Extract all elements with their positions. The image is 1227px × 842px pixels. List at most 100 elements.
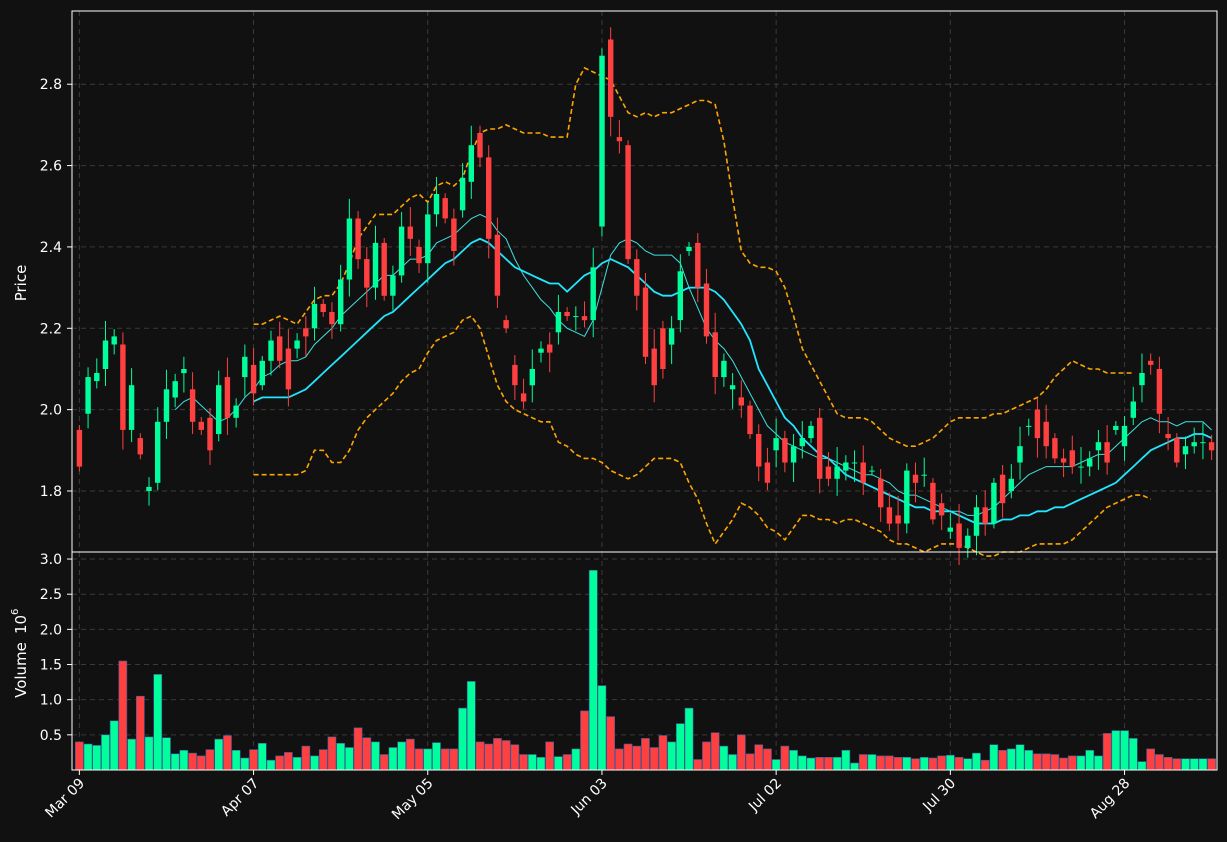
volume-bar-28 <box>318 749 328 771</box>
candle-body-23 <box>277 336 283 361</box>
price-ytick-label-1: 2.0 <box>40 403 62 419</box>
volume-ytick-label-4: 2.5 <box>40 587 62 603</box>
volume-bar-51 <box>519 754 528 771</box>
candle-body-54 <box>547 344 553 353</box>
volume-bar-21 <box>257 742 267 771</box>
candle-body-69 <box>677 271 683 321</box>
candle-body-58 <box>581 316 588 321</box>
candle-body-44 <box>459 177 466 211</box>
candle-body-60 <box>599 55 605 227</box>
volume-bar-47 <box>484 743 494 771</box>
volume-bar-5 <box>118 660 128 771</box>
candle-body-4 <box>111 336 117 345</box>
volume-bar-11 <box>170 753 180 771</box>
volume-bar-58 <box>580 710 589 771</box>
candle-body-91 <box>869 470 875 472</box>
candle-body-64 <box>634 259 640 296</box>
candle-body-25 <box>294 340 300 349</box>
candle-body-126 <box>1174 438 1180 463</box>
candle-body-66 <box>651 348 657 386</box>
candle-body-34 <box>372 242 379 288</box>
volume-bar-110 <box>1033 753 1042 771</box>
candle-body-59 <box>590 267 596 321</box>
candle-body-29 <box>329 312 335 325</box>
volume-bar-61 <box>606 716 615 771</box>
volume-bar-44 <box>458 707 467 771</box>
candle-body-72 <box>703 283 710 337</box>
volume-bar-20 <box>249 749 258 771</box>
candle-body-117 <box>1095 442 1102 451</box>
candle-body-93 <box>886 507 893 524</box>
volume-bar-6 <box>127 738 136 771</box>
volume-bar-8 <box>144 736 154 771</box>
candle-body-107 <box>1008 478 1014 491</box>
candle-body-87 <box>834 466 840 479</box>
volume-bar-84 <box>806 757 816 771</box>
candle-body-89 <box>851 462 858 464</box>
candle-body-52 <box>529 369 535 386</box>
volume-axis-exponent-base: 10 <box>12 615 30 634</box>
volume-bar-34 <box>371 741 380 771</box>
candle-body-26 <box>303 328 309 337</box>
price-ytick-label-2: 2.2 <box>40 321 62 337</box>
volume-bar-70 <box>684 707 694 771</box>
volume-bar-19 <box>240 757 250 771</box>
candle-body-103 <box>973 507 980 536</box>
candle-body-122 <box>1139 373 1145 386</box>
volume-bar-114 <box>1067 755 1077 771</box>
candle-body-101 <box>956 523 962 548</box>
candle-body-55 <box>555 312 562 333</box>
volume-axis-exponent: 6 <box>10 609 21 615</box>
candle-body-36 <box>390 275 396 296</box>
volume-bar-55 <box>553 756 563 771</box>
candle-body-1 <box>85 377 91 414</box>
candle-body-42 <box>442 198 448 219</box>
volume-bars <box>75 569 1216 771</box>
volume-bar-128 <box>1189 758 1199 771</box>
volume-bar-1 <box>83 743 93 771</box>
candle-body-28 <box>320 303 326 312</box>
volume-bar-12 <box>179 749 189 771</box>
volume-bar-59 <box>588 569 598 771</box>
candle-body-41 <box>433 194 440 215</box>
volume-bar-13 <box>188 752 197 771</box>
price-ytick-label-5: 2.8 <box>40 77 62 93</box>
volume-bar-108 <box>1015 744 1025 771</box>
volume-bar-87 <box>832 756 842 771</box>
volume-bar-37 <box>397 741 407 771</box>
price-axis-label: Price <box>12 265 30 302</box>
candle-body-43 <box>451 218 457 251</box>
volume-bar-107 <box>1006 748 1016 771</box>
volume-axis-label: Volume <box>12 642 30 698</box>
candle-body-50 <box>512 364 518 386</box>
volume-bar-121 <box>1128 738 1138 771</box>
volume-bar-38 <box>405 738 415 771</box>
candle-body-83 <box>799 438 805 447</box>
volume-bar-22 <box>266 759 276 771</box>
candle-body-81 <box>782 438 788 463</box>
volume-bar-74 <box>719 745 729 771</box>
candle-body-57 <box>573 316 579 318</box>
volume-bar-86 <box>824 756 833 771</box>
volume-bar-116 <box>1085 749 1095 771</box>
candle-body-6 <box>128 385 135 430</box>
volume-bar-82 <box>789 749 798 771</box>
candle-body-79 <box>764 462 771 483</box>
candle-body-39 <box>416 246 422 264</box>
candle-body-113 <box>1060 458 1067 463</box>
candle-body-20 <box>250 364 257 394</box>
candle-body-76 <box>738 397 744 406</box>
volume-bar-52 <box>527 754 537 771</box>
candle-body-32 <box>355 218 361 260</box>
volume-bar-3 <box>101 734 110 771</box>
volume-bar-94 <box>893 756 903 771</box>
volume-bar-29 <box>327 736 337 771</box>
candle-body-77 <box>747 405 753 435</box>
candle-body-61 <box>608 39 614 117</box>
volume-bar-16 <box>214 738 224 771</box>
volume-bar-126 <box>1172 758 1182 771</box>
candle-body-10 <box>163 389 170 422</box>
candle-body-85 <box>817 417 823 479</box>
candle-body-67 <box>660 328 666 369</box>
